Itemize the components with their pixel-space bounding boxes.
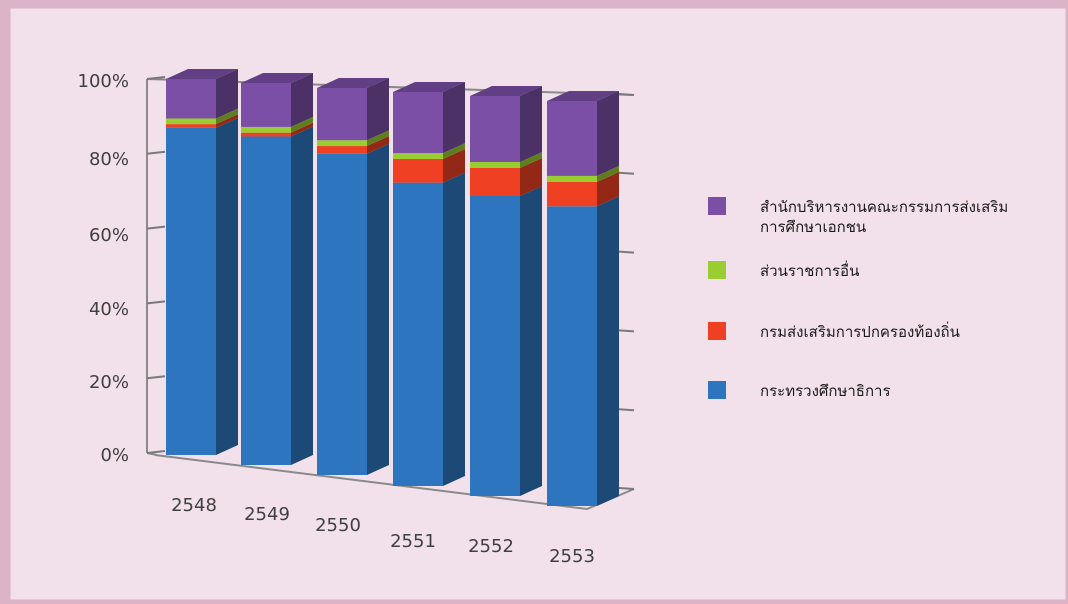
bar-segment-4 bbox=[393, 92, 443, 154]
legend-swatch bbox=[708, 197, 726, 215]
bar-group-2552 bbox=[470, 86, 542, 496]
gridline-left bbox=[146, 300, 166, 305]
bar-side-1 bbox=[520, 186, 542, 496]
x-tick-label: 2552 bbox=[468, 536, 514, 557]
legend: สำนักบริหารงานคณะกรรมการส่งเสริมการศึกษา… bbox=[708, 197, 1008, 400]
gridline-left bbox=[146, 375, 166, 380]
legend-item: ส่วนราชการอื่น bbox=[708, 260, 859, 280]
bar-segment-1 bbox=[470, 196, 520, 496]
bar-segment-2 bbox=[547, 182, 597, 207]
bar-segment-2 bbox=[317, 146, 367, 154]
legend-label: สำนักบริหารงานคณะกรรมการส่งเสริม bbox=[760, 198, 1008, 216]
x-tick-label: 2549 bbox=[244, 504, 290, 525]
bar-side-4 bbox=[291, 73, 313, 127]
bar-side-1 bbox=[291, 126, 313, 465]
x-tick-label: 2550 bbox=[315, 515, 361, 536]
bar-side-3 bbox=[520, 152, 542, 168]
bar-side-4 bbox=[597, 91, 619, 176]
legend-swatch bbox=[708, 322, 726, 340]
bar-segment-2 bbox=[470, 168, 520, 196]
bar-side-1 bbox=[597, 196, 619, 507]
legend-swatch bbox=[708, 381, 726, 399]
y-tick-label: 100% bbox=[78, 71, 129, 92]
bar-group-2548 bbox=[166, 69, 238, 455]
bar-segment-1 bbox=[166, 127, 216, 455]
bar-side-4 bbox=[216, 69, 238, 119]
bar-top bbox=[241, 73, 313, 83]
bar-side-3 bbox=[216, 108, 238, 125]
x-axis-ticks: 2548 2549 2550 2551 2552 2553 bbox=[171, 495, 595, 567]
legend-item: กระทรวงศึกษาธิการ bbox=[708, 381, 891, 400]
bar-segment-1 bbox=[241, 136, 291, 465]
bar-segment-4 bbox=[317, 88, 367, 141]
bar-side-1 bbox=[216, 117, 238, 455]
bar-segment-4 bbox=[547, 101, 597, 176]
bar-group-2551 bbox=[393, 82, 465, 486]
legend-label: กรมส่งเสริมการปกครองท้องถิ่น bbox=[760, 321, 960, 341]
bar-segment-1 bbox=[317, 153, 367, 476]
bar-side-2 bbox=[367, 136, 389, 154]
chart-panel: 0% 20% 40% 60% 80% 100% 2548 2549 2550 2551 2552 2… bbox=[10, 8, 1066, 600]
bar-group-2553 bbox=[547, 91, 619, 507]
bar-side-2 bbox=[520, 158, 542, 196]
bar-segment-1 bbox=[547, 206, 597, 507]
bar-side-2 bbox=[443, 148, 465, 183]
bar-side-1 bbox=[443, 172, 465, 486]
gridline-left bbox=[146, 450, 166, 454]
bar-side-2 bbox=[216, 114, 238, 128]
bar-top bbox=[547, 91, 619, 101]
legend-label: ส่วนราชการอื่น bbox=[760, 260, 859, 280]
legend-swatch bbox=[708, 261, 726, 279]
x-tick-label: 2548 bbox=[171, 495, 217, 516]
bar-side-1 bbox=[367, 143, 389, 476]
bar-segment-4 bbox=[470, 96, 520, 162]
bar-side-4 bbox=[520, 86, 542, 162]
y-tick-label: 60% bbox=[89, 225, 129, 246]
gridline-left bbox=[146, 225, 166, 230]
y-tick-label: 80% bbox=[89, 149, 129, 170]
legend-item: สำนักบริหารงานคณะกรรมการส่งเสริมการศึกษา… bbox=[708, 197, 1008, 236]
gridline-left bbox=[146, 76, 166, 80]
bar-segment-3 bbox=[393, 153, 443, 159]
y-tick-label: 20% bbox=[89, 372, 129, 393]
bar-side-4 bbox=[367, 78, 389, 141]
bar-side-4 bbox=[443, 82, 465, 154]
y-tick-label: 0% bbox=[100, 445, 129, 466]
bar-side-3 bbox=[291, 116, 313, 133]
bar-side-2 bbox=[597, 172, 619, 207]
bar-segment-3 bbox=[470, 162, 520, 168]
legend-label: การศึกษาเอกชน bbox=[760, 218, 866, 236]
bars bbox=[166, 69, 619, 507]
bar-segment-3 bbox=[241, 126, 291, 133]
bar-segment-3 bbox=[317, 140, 367, 147]
bar-group-2550 bbox=[317, 78, 389, 476]
x-tick-label: 2553 bbox=[549, 546, 595, 567]
bar-segment-4 bbox=[166, 79, 216, 119]
bar-segment-2 bbox=[241, 132, 291, 137]
bar-top bbox=[317, 78, 389, 88]
bar-side-3 bbox=[443, 143, 465, 159]
bar-segment-3 bbox=[166, 118, 216, 125]
bar-side-3 bbox=[597, 165, 619, 182]
x-tick-label: 2551 bbox=[390, 531, 436, 552]
bar-segment-2 bbox=[393, 158, 443, 183]
legend-label: กระทรวงศึกษาธิการ bbox=[760, 382, 891, 400]
bar-side-3 bbox=[367, 130, 389, 147]
legend-item: กรมส่งเสริมการปกครองท้องถิ่น bbox=[708, 321, 960, 341]
bar-segment-4 bbox=[241, 83, 291, 127]
bar-segment-2 bbox=[166, 124, 216, 128]
bar-side-2 bbox=[291, 122, 313, 137]
bar-top bbox=[470, 86, 542, 96]
y-tick-label: 40% bbox=[89, 299, 129, 320]
bar-segment-3 bbox=[547, 175, 597, 182]
bar-segment-1 bbox=[393, 182, 443, 486]
bar-group-2549 bbox=[241, 73, 313, 465]
y-axis-ticks: 0% 20% 40% 60% 80% 100% bbox=[78, 71, 129, 466]
bar-top bbox=[166, 69, 238, 79]
bar-top bbox=[393, 82, 465, 92]
gridline-left bbox=[146, 150, 166, 155]
